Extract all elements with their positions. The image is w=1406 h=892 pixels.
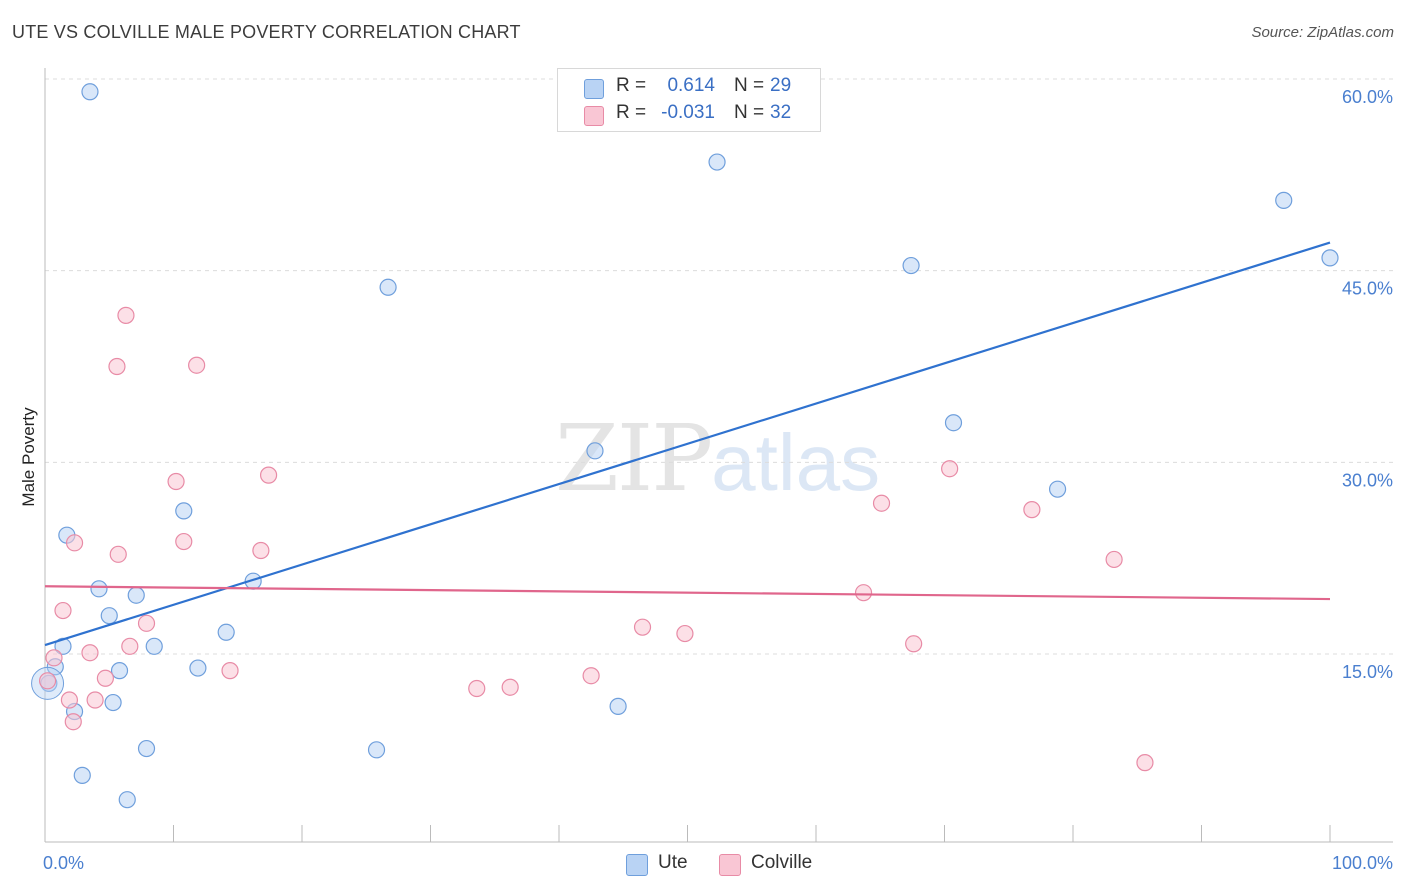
data-point	[45, 649, 63, 667]
data-point	[60, 691, 79, 709]
r-label: R =	[616, 75, 647, 96]
data-point	[582, 667, 600, 685]
data-point	[108, 357, 126, 376]
ute-legend-label: Ute	[658, 852, 688, 873]
data-point	[38, 672, 57, 690]
colville-legend-label: Colville	[751, 852, 813, 873]
data-point	[902, 256, 920, 275]
colville-series	[38, 306, 1154, 772]
legend-row-colville: R = -0.031 N = 32	[558, 102, 820, 128]
data-point	[708, 153, 726, 171]
data-point	[86, 691, 104, 709]
data-point	[872, 494, 891, 512]
data-point	[188, 356, 206, 374]
data-point	[676, 624, 694, 643]
data-point	[145, 637, 163, 655]
y-tick-label: 30.0%	[1342, 470, 1393, 490]
data-point	[104, 693, 122, 712]
data-point	[64, 713, 82, 731]
n-value: 32	[770, 102, 792, 123]
data-point	[854, 584, 873, 602]
colville-trend-line	[44, 585, 1331, 601]
data-point	[941, 460, 959, 478]
chart-title: UTE VS COLVILLE MALE POVERTY CORRELATION…	[12, 22, 521, 42]
data-point	[81, 83, 99, 101]
n-label: N =	[734, 75, 765, 96]
r-value: -0.031	[661, 102, 715, 123]
data-point	[189, 659, 207, 677]
data-point	[118, 791, 136, 809]
watermark: ZIPatlas	[555, 405, 880, 512]
data-point	[127, 586, 145, 604]
watermark-atlas: atlas	[711, 418, 881, 507]
correlation-legend: R = 0.614 N = 29 R = -0.031 N = 32	[557, 68, 821, 132]
data-point	[609, 697, 627, 715]
data-point	[217, 623, 235, 641]
data-point	[117, 306, 135, 324]
data-point	[121, 637, 139, 655]
source-label: Source: ZipAtlas.com	[1251, 24, 1394, 41]
trend-lines	[44, 241, 1331, 647]
data-point	[379, 278, 397, 296]
x-tick-label-max: 100.0%	[1332, 853, 1393, 873]
axes	[44, 68, 1393, 843]
data-point	[175, 502, 193, 520]
y-tick-label: 60.0%	[1342, 87, 1393, 107]
ute-swatch	[626, 854, 648, 876]
data-point	[90, 580, 108, 598]
data-point	[1105, 550, 1123, 569]
data-point	[221, 662, 239, 680]
data-point	[259, 466, 278, 484]
data-point	[175, 532, 193, 551]
data-point	[167, 472, 185, 491]
x-tick-label-min: 0.0%	[43, 853, 84, 873]
data-point	[109, 545, 127, 563]
data-point	[65, 534, 84, 552]
watermark-zip: ZIP	[555, 405, 713, 512]
data-point	[1023, 501, 1041, 519]
data-point	[468, 679, 486, 698]
data-point	[100, 607, 118, 625]
n-label: N =	[734, 102, 765, 123]
y-axis-title: Male Poverty	[19, 407, 38, 507]
data-point	[501, 678, 519, 696]
data-point	[586, 442, 604, 460]
data-point	[110, 662, 129, 680]
y-tick-label: 45.0%	[1342, 279, 1393, 299]
y-tick-label: 15.0%	[1342, 662, 1393, 682]
data-point	[367, 741, 386, 759]
data-point	[137, 614, 156, 632]
data-point	[1136, 754, 1154, 772]
data-point	[1275, 191, 1293, 209]
ute-swatch	[584, 79, 604, 99]
data-point	[633, 618, 652, 636]
data-point	[1048, 480, 1067, 498]
ute-trend-line	[44, 241, 1331, 647]
data-point	[54, 601, 72, 620]
data-point	[905, 635, 923, 653]
axis-labels: 15.0% 30.0% 45.0% 60.0% 0.0% 100.0% Male Pover…	[19, 87, 1393, 873]
data-point	[137, 739, 156, 758]
colville-swatch	[719, 854, 741, 876]
data-point	[1321, 249, 1339, 267]
n-value: 29	[770, 75, 792, 96]
data-point	[73, 766, 91, 784]
data-point	[252, 541, 270, 560]
r-label: R =	[616, 102, 647, 123]
data-point	[944, 414, 963, 432]
data-point	[96, 669, 114, 687]
r-value: 0.614	[667, 75, 715, 96]
data-point	[81, 644, 99, 662]
legend-row-ute: R = 0.614 N = 29	[558, 75, 820, 101]
ute-series	[31, 83, 1339, 809]
colville-swatch	[584, 106, 604, 126]
